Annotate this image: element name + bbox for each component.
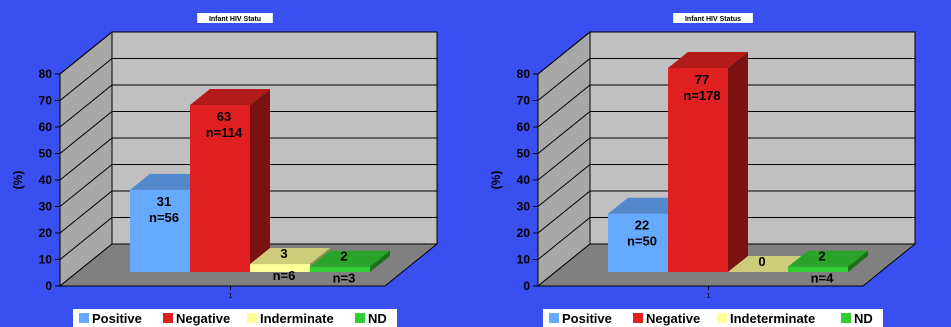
data-label-value: 77 bbox=[695, 72, 709, 87]
gridline bbox=[59, 111, 437, 154]
gridline bbox=[59, 137, 437, 181]
bar-side-negative bbox=[728, 51, 748, 273]
data-label-value: 3 bbox=[280, 246, 287, 261]
legend-label-inderminate: Inderminate bbox=[260, 311, 334, 326]
y-tick-label: 80 bbox=[517, 67, 531, 81]
y-tick-label: 0 bbox=[45, 279, 52, 293]
gridline bbox=[537, 217, 915, 260]
data-label-value: 22 bbox=[635, 218, 649, 233]
y-tick-label: 10 bbox=[517, 253, 531, 267]
x-category-label: 1 bbox=[707, 293, 711, 300]
legend-box bbox=[543, 309, 883, 327]
x-category-label: 1 bbox=[229, 293, 233, 300]
legend-label-nd: ND bbox=[368, 311, 387, 326]
legend-swatch-inderminate bbox=[247, 313, 257, 323]
gridline bbox=[59, 190, 437, 234]
gridline bbox=[537, 84, 915, 128]
bar-top-inderminate bbox=[250, 248, 330, 265]
bar-front-inderminate bbox=[250, 264, 310, 272]
y-tick-label: 50 bbox=[39, 147, 53, 161]
gridline bbox=[59, 84, 437, 128]
legend-swatch-negative bbox=[163, 313, 173, 323]
gridline bbox=[537, 58, 915, 101]
bar-front-positive bbox=[608, 213, 668, 272]
bar-side-nd bbox=[370, 250, 390, 272]
gridline bbox=[537, 190, 915, 234]
chart-left: Infant HIV Statu01020304050607080(%)131n… bbox=[11, 13, 439, 327]
y-tick-label: 40 bbox=[517, 173, 531, 187]
legend-label-negative: Negative bbox=[176, 311, 230, 326]
gridline bbox=[537, 31, 915, 75]
chart-right: Infant HIV Status01020304050607080(%)122… bbox=[489, 13, 917, 327]
y-tick-label: 20 bbox=[517, 226, 531, 240]
gridline bbox=[59, 31, 437, 75]
bar-front-positive bbox=[130, 189, 190, 272]
gridline bbox=[59, 164, 437, 207]
bar-side-nd bbox=[848, 250, 868, 272]
y-tick-label: 60 bbox=[39, 120, 53, 134]
bar-front-nd bbox=[310, 266, 370, 272]
data-label-n: n=178 bbox=[683, 88, 720, 103]
bar-front-negative bbox=[190, 105, 250, 272]
gridline bbox=[59, 217, 437, 260]
y-tick-label: 70 bbox=[517, 94, 531, 108]
bar-side-negative bbox=[250, 89, 270, 272]
legend-swatch-positive bbox=[79, 313, 89, 323]
bar-top-negative bbox=[668, 51, 748, 68]
y-tick-label: 70 bbox=[39, 94, 53, 108]
legend-swatch-negative bbox=[633, 313, 643, 323]
legend-swatch-positive bbox=[549, 313, 559, 323]
data-label-value: 2 bbox=[818, 249, 825, 264]
gridline bbox=[537, 164, 915, 207]
chart-title: Infant HIV Status bbox=[685, 16, 741, 23]
y-tick-label: 10 bbox=[39, 253, 53, 267]
chart-title: Infant HIV Statu bbox=[209, 16, 261, 23]
legend-label-indeterminate: Indeterminate bbox=[730, 311, 815, 326]
data-label-value: 0 bbox=[758, 254, 765, 269]
bar-top-nd bbox=[788, 250, 868, 267]
legend-swatch-nd bbox=[841, 313, 851, 323]
legend-swatch-nd bbox=[355, 313, 365, 323]
gridline bbox=[537, 111, 915, 154]
data-label-value: 31 bbox=[157, 194, 171, 209]
y-tick-label: 50 bbox=[517, 147, 531, 161]
data-label-n: n=3 bbox=[333, 271, 356, 286]
legend-label-nd: ND bbox=[854, 311, 873, 326]
legend-box bbox=[73, 309, 397, 327]
data-label-value: 2 bbox=[340, 249, 347, 264]
gridline bbox=[537, 137, 915, 181]
y-axis-label: (%) bbox=[489, 171, 503, 190]
y-axis-label: (%) bbox=[11, 171, 25, 190]
bar-top-nd bbox=[310, 250, 390, 267]
y-tick-label: 30 bbox=[39, 200, 53, 214]
legend-label-negative: Negative bbox=[646, 311, 700, 326]
y-tick-label: 80 bbox=[39, 67, 53, 81]
legend-swatch-indeterminate bbox=[717, 313, 727, 323]
data-label-n: n=114 bbox=[206, 125, 243, 140]
data-label-n: n=4 bbox=[811, 271, 835, 286]
data-label-n: n=50 bbox=[627, 234, 657, 249]
legend-label-positive: Positive bbox=[562, 311, 612, 326]
data-label-value: 63 bbox=[217, 109, 231, 124]
legend-label-positive: Positive bbox=[92, 311, 142, 326]
y-tick-label: 40 bbox=[39, 173, 53, 187]
chart-title-box bbox=[197, 13, 273, 23]
data-label-n: n=56 bbox=[149, 210, 179, 225]
y-tick-label: 0 bbox=[523, 279, 530, 293]
gridline bbox=[59, 58, 437, 101]
y-tick-label: 30 bbox=[517, 200, 531, 214]
y-tick-label: 20 bbox=[39, 226, 53, 240]
chart-title-box bbox=[673, 13, 753, 23]
bar-front-negative bbox=[668, 67, 728, 272]
bar-top-negative bbox=[190, 89, 270, 106]
bar-front-nd bbox=[788, 266, 848, 272]
data-label-n: n=6 bbox=[273, 268, 296, 283]
y-tick-label: 60 bbox=[517, 120, 531, 134]
